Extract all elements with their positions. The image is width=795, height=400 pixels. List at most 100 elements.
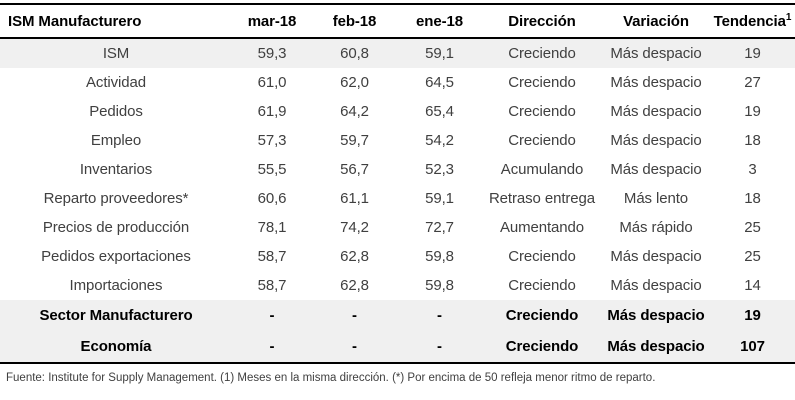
header-row: ISM Manufacturero mar-18 feb-18 ene-18 D… (0, 4, 795, 39)
variacion-value: Más despacio (610, 45, 702, 62)
tendencia-value: 25 (744, 248, 761, 265)
table-row: Inventarios 55,5 56,7 52,3 Acumulando Má… (0, 155, 795, 184)
direccion-value: Creciendo (508, 277, 576, 294)
direccion-value: Creciendo (508, 132, 576, 149)
table-row: Precios de producción 78,1 74,2 72,7 Aum… (0, 213, 795, 242)
feb-18-value: 64,2 (340, 103, 369, 120)
variacion-value: Más rápido (619, 219, 693, 236)
variacion-value: Más despacio (610, 277, 702, 294)
direccion-value: Creciendo (508, 103, 576, 120)
col-header-tendencia-label: Tendencia (713, 12, 786, 30)
col-header-ene-18: ene-18 (397, 4, 482, 39)
direccion-value: Retraso entrega (488, 190, 596, 207)
mar-18-value: 55,5 (257, 161, 287, 178)
mar-18-value: 60,6 (257, 190, 287, 207)
direccion-value: Creciendo (482, 331, 602, 364)
ene-18-value: 64,5 (425, 74, 454, 91)
ene-18-value: 72,7 (425, 219, 454, 236)
feb-18-value: - (312, 331, 397, 364)
table-body: ISM 59,3 60,8 59,1 Creciendo Más despaci… (0, 38, 795, 300)
mar-18-value: 78,1 (257, 219, 287, 236)
tendencia-value: 3 (748, 161, 757, 178)
ism-table: ISM Manufacturero mar-18 feb-18 ene-18 D… (0, 3, 795, 364)
row-label: Empleo (90, 132, 142, 149)
mar-18-value: 58,7 (257, 277, 287, 294)
mar-18-value: - (269, 307, 275, 324)
col-header-tendencia: Tendencia1 (710, 4, 795, 39)
table-row: Pedidos 61,9 64,2 65,4 Creciendo Más des… (0, 97, 795, 126)
feb-18-value: 62,8 (340, 277, 369, 294)
tendencia-value: 18 (744, 132, 761, 149)
feb-18-value: 56,7 (340, 161, 369, 178)
direccion-value: Acumulando (500, 161, 584, 178)
row-label: Pedidos exportaciones (41, 248, 191, 265)
ene-18-value: 59,1 (425, 190, 454, 207)
variacion-value: Más despacio (607, 307, 705, 324)
variacion-value: Más lento (623, 190, 689, 207)
tendencia-value: 19 (744, 307, 761, 324)
mar-18-value: 59,3 (257, 45, 287, 62)
tendencia-value: 19 (744, 103, 761, 120)
table-row: Pedidos exportaciones 58,7 62,8 59,8 Cre… (0, 242, 795, 271)
row-label: Reparto proveedores* (43, 190, 189, 207)
table-title: ISM Manufacturero (0, 4, 232, 39)
ene-18-value: 59,8 (425, 248, 454, 265)
feb-18-value: 59,7 (340, 132, 369, 149)
variacion-value: Más despacio (610, 248, 702, 265)
table-row: Empleo 57,3 59,7 54,2 Creciendo Más desp… (0, 126, 795, 155)
tendencia-value: 107 (710, 331, 795, 364)
mar-18-value: 61,9 (257, 103, 287, 120)
mar-18-value: 58,7 (257, 248, 287, 265)
tendencia-value: 25 (744, 219, 761, 236)
ene-18-value: 52,3 (425, 161, 454, 178)
feb-18-value: 61,1 (340, 190, 369, 207)
ene-18-value: 59,1 (425, 45, 454, 62)
col-header-direccion: Dirección (482, 4, 602, 39)
direccion-value: Creciendo (508, 248, 576, 265)
ene-18-value: - (437, 307, 442, 324)
tendencia-value: 14 (744, 277, 761, 294)
variacion-value: Más despacio (602, 331, 710, 364)
table-row: Reparto proveedores* 60,6 61,1 59,1 Retr… (0, 184, 795, 213)
ene-18-value: 59,8 (425, 277, 454, 294)
variacion-value: Más despacio (610, 132, 702, 149)
tendencia-value: 18 (744, 190, 761, 207)
summary-row-label: Sector Manufacturero (39, 307, 193, 324)
row-label: ISM (102, 45, 130, 62)
variacion-value: Más despacio (610, 161, 702, 178)
feb-18-value: 74,2 (340, 219, 369, 236)
tendencia-value: 19 (744, 45, 761, 62)
row-label: Precios de producción (42, 219, 190, 236)
mar-18-value: 61,0 (257, 74, 287, 91)
row-label: Importaciones (69, 277, 163, 294)
direccion-value: Creciendo (508, 74, 576, 91)
variacion-value: Más despacio (610, 74, 702, 91)
feb-18-value: - (352, 307, 357, 324)
row-label: Actividad (86, 74, 146, 91)
summary-row: Economía - - - Creciendo Más despacio 10… (0, 331, 795, 364)
variacion-value: Más despacio (610, 103, 702, 120)
col-header-variacion: Variación (602, 4, 710, 39)
feb-18-value: 62,0 (340, 74, 369, 91)
direccion-value: Creciendo (508, 45, 576, 62)
table-row: Actividad 61,0 62,0 64,5 Creciendo Más d… (0, 68, 795, 97)
table-row: Importaciones 58,7 62,8 59,8 Creciendo M… (0, 271, 795, 300)
col-header-mar-18: mar-18 (232, 4, 312, 39)
summary-row-label: Economía (0, 331, 232, 364)
row-label: Inventarios (79, 161, 153, 178)
row-label: Pedidos (89, 103, 143, 120)
tendencia-value: 27 (744, 74, 761, 91)
mar-18-value: - (232, 331, 312, 364)
summary-section: Sector Manufacturero - - - Creciendo Más… (0, 300, 795, 364)
feb-18-value: 60,8 (340, 45, 369, 62)
direccion-value: Aumentando (499, 219, 585, 236)
table-row: ISM 59,3 60,8 59,1 Creciendo Más despaci… (0, 38, 795, 68)
col-header-feb-18: feb-18 (312, 4, 397, 39)
footnote: Fuente: Institute for Supply Management.… (6, 372, 656, 384)
summary-row: Sector Manufacturero - - - Creciendo Más… (0, 300, 795, 331)
feb-18-value: 62,8 (340, 248, 369, 265)
footnote-marker-1: 1 (785, 11, 792, 23)
mar-18-value: 57,3 (257, 132, 287, 149)
ene-18-value: 54,2 (425, 132, 454, 149)
